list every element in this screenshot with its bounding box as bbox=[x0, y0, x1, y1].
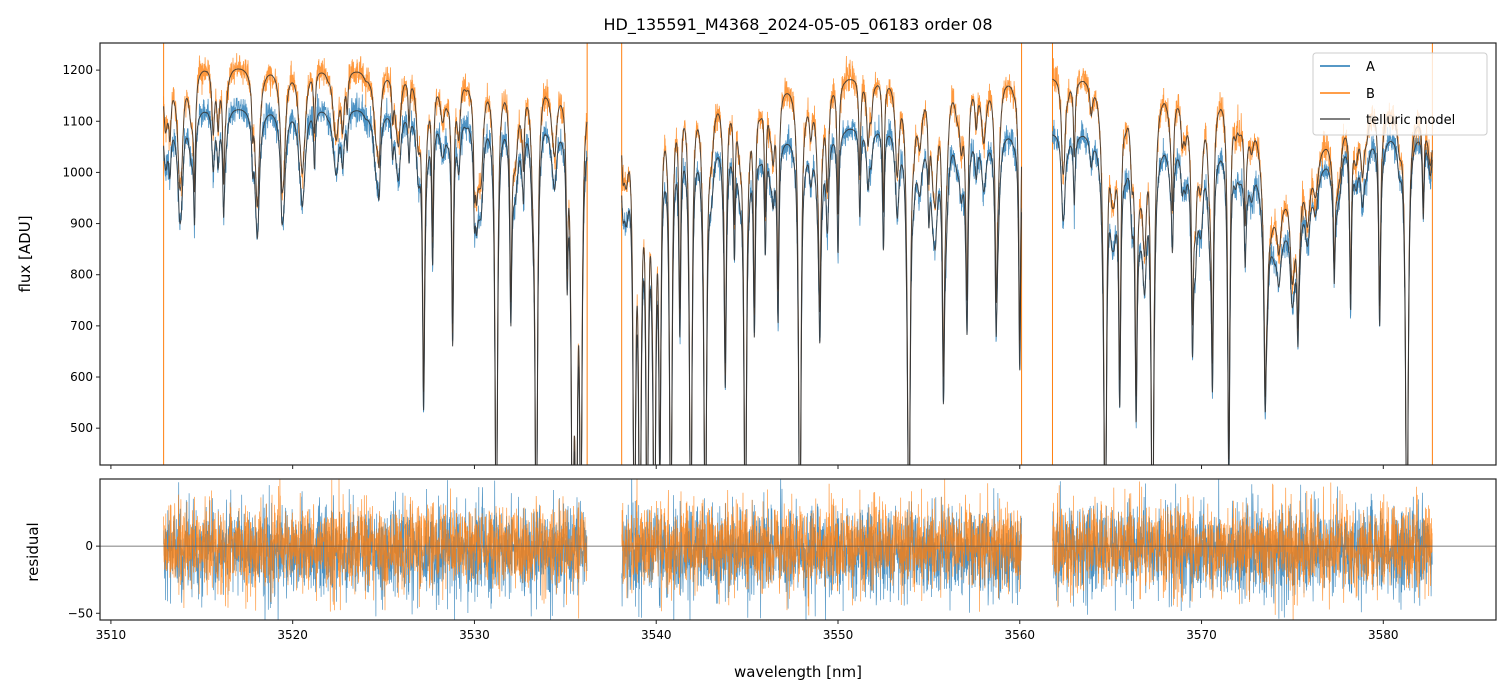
y-tick-label: 800 bbox=[70, 268, 93, 282]
residual-plot-area bbox=[100, 479, 1496, 620]
x-tick-label: 3550 bbox=[823, 628, 854, 642]
x-tick-label: 3580 bbox=[1368, 628, 1399, 642]
residual-y-tick-label: −50 bbox=[68, 606, 93, 620]
legend-box bbox=[1312, 52, 1488, 136]
residual-b-line bbox=[163, 479, 1433, 620]
x-tick-label: 3570 bbox=[1186, 628, 1217, 642]
y-axis-label-spectrum: flux [ADU] bbox=[16, 215, 34, 292]
legend-label-b: B bbox=[1366, 87, 1375, 102]
legend-label-model: telluric model bbox=[1366, 113, 1455, 128]
y-tick-label: 600 bbox=[70, 370, 93, 384]
spectrum-plot-area bbox=[163, 43, 1433, 465]
y-tick-label: 1200 bbox=[62, 63, 93, 77]
x-tick-label: 3520 bbox=[277, 628, 308, 642]
y-tick-label: 1100 bbox=[62, 114, 93, 128]
residual-axes-frame bbox=[99, 478, 1497, 621]
spectrum-axes-frame bbox=[99, 42, 1497, 466]
legend: A B telluric model bbox=[1312, 52, 1488, 136]
x-tick-label: 3540 bbox=[641, 628, 672, 642]
y-axis-label-residual: residual bbox=[24, 522, 42, 581]
y-tick-label: 1000 bbox=[62, 165, 93, 179]
x-tick-label: 3530 bbox=[459, 628, 490, 642]
x-tick-label: 3560 bbox=[1004, 628, 1035, 642]
legend-label-a: A bbox=[1366, 60, 1375, 75]
x-axis-label: wavelength [nm] bbox=[734, 663, 862, 681]
telluric-model-b-line bbox=[163, 68, 1433, 465]
chart-title: HD_135591_M4368_2024-05-05_06183 order 0… bbox=[603, 15, 992, 35]
y-tick-label: 700 bbox=[70, 319, 93, 333]
y-tick-label: 900 bbox=[70, 217, 93, 231]
y-tick-label: 500 bbox=[70, 421, 93, 435]
residual-y-tick-label: 0 bbox=[85, 539, 93, 553]
x-tick-label: 3510 bbox=[96, 628, 127, 642]
